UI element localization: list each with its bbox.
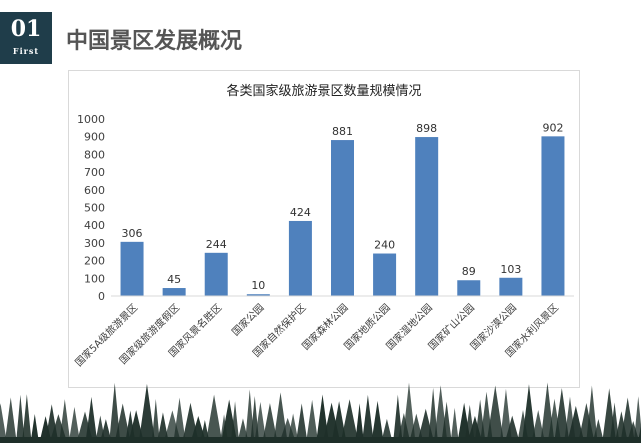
tree-shape xyxy=(554,387,570,443)
tree-shape xyxy=(0,403,7,443)
tree-shape xyxy=(254,401,267,443)
data-label: 244 xyxy=(206,238,227,251)
data-label: 898 xyxy=(416,122,437,135)
tree-shape xyxy=(4,397,17,443)
bar xyxy=(331,140,354,296)
data-label: 902 xyxy=(542,121,563,134)
y-tick-label: 100 xyxy=(84,272,105,285)
forest-decoration xyxy=(0,382,641,443)
tree-shape xyxy=(295,403,308,443)
section-number: 01 xyxy=(10,16,42,42)
tree-shape xyxy=(586,385,598,443)
data-label: 103 xyxy=(500,263,521,276)
data-label: 424 xyxy=(290,206,311,219)
bar xyxy=(246,294,270,296)
bar xyxy=(415,137,439,296)
tree-shape xyxy=(486,385,505,443)
tree-shape xyxy=(151,398,160,443)
data-label: 306 xyxy=(122,227,143,240)
tree-shape xyxy=(521,384,537,443)
y-tick-label: 0 xyxy=(98,290,105,303)
tree-shape xyxy=(355,403,364,443)
tree-shape xyxy=(205,394,223,443)
tree-shape xyxy=(592,418,605,443)
tree-shape xyxy=(633,396,641,443)
ground-strip xyxy=(0,437,641,443)
y-tick-label: 200 xyxy=(84,255,105,268)
tree-shape xyxy=(68,406,81,443)
bar xyxy=(162,288,186,296)
bar xyxy=(541,136,565,296)
page-title: 中国景区发展概况 xyxy=(66,29,243,54)
y-tick-label: 900 xyxy=(84,131,105,144)
tree-shape xyxy=(22,394,32,443)
bar xyxy=(457,280,481,296)
data-label: 10 xyxy=(251,279,265,292)
data-label: 45 xyxy=(167,273,181,286)
tree-shape xyxy=(450,407,459,443)
y-tick-label: 500 xyxy=(84,202,105,215)
tree-shape xyxy=(287,413,299,443)
tree-shape xyxy=(30,413,40,443)
tree-shape xyxy=(371,400,384,443)
tree-shape xyxy=(361,394,374,443)
y-tick-label: 700 xyxy=(84,166,105,179)
data-label: 240 xyxy=(374,239,395,252)
chart-title: 各类国家级旅游景区数量规模情况 xyxy=(226,83,421,99)
tree-shape xyxy=(381,418,393,443)
tree-shape xyxy=(59,399,71,443)
tree-shape xyxy=(441,401,452,443)
tree-shape xyxy=(85,396,98,443)
tree-shape xyxy=(306,399,319,443)
section-badge: 01 First xyxy=(0,12,52,64)
tree-shape xyxy=(402,382,416,443)
tree-shape xyxy=(230,401,240,443)
bar-chart: 各类国家级旅游景区数量规模情况 0 100 200 300 400 500 600 700 80… xyxy=(72,83,574,369)
section-label: First xyxy=(12,46,40,56)
y-tick-label: 400 xyxy=(84,219,105,232)
y-tick-label: 600 xyxy=(84,184,105,197)
tree-shape xyxy=(138,383,156,443)
bar xyxy=(499,277,523,296)
tree-shape xyxy=(173,397,186,443)
y-tick-label: 800 xyxy=(84,148,105,161)
y-tick-label: 1000 xyxy=(77,113,105,126)
bar xyxy=(204,252,228,296)
tree-shape xyxy=(262,402,278,443)
tree-shape xyxy=(504,415,520,443)
y-tick-label: 300 xyxy=(84,237,105,250)
data-label: 881 xyxy=(332,125,353,138)
bar xyxy=(373,253,397,296)
tree-shape xyxy=(340,399,359,443)
bar xyxy=(120,241,144,296)
tree-shape xyxy=(16,394,25,443)
data-label: 89 xyxy=(462,265,476,278)
chart-frame: 各类国家级旅游景区数量规模情况 0 100 200 300 400 500 600 700 80… xyxy=(68,70,580,388)
tree-shape xyxy=(109,382,121,443)
bar xyxy=(288,220,312,296)
x-tick-label: 国家公园 xyxy=(229,301,266,338)
